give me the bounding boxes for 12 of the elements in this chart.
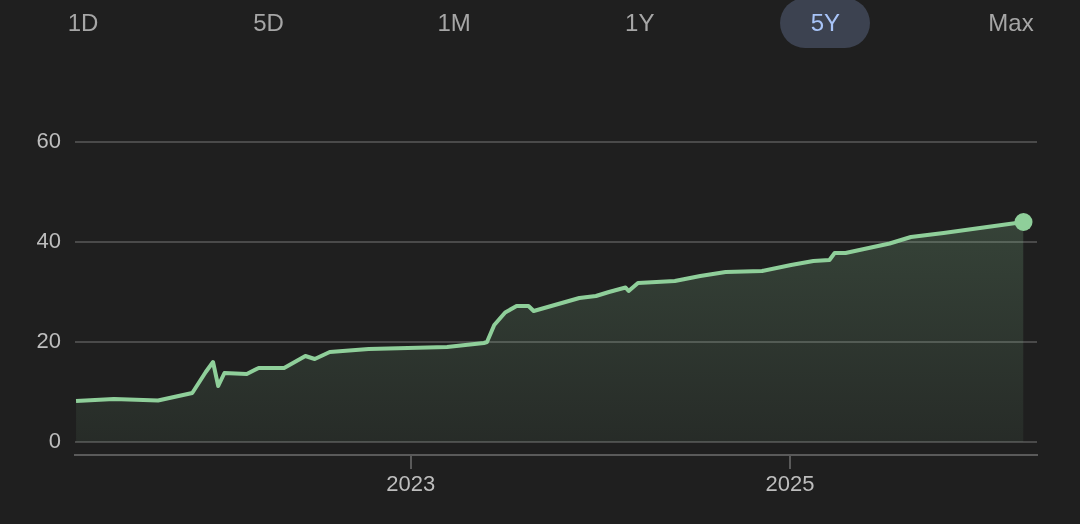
text: 5Y <box>780 0 871 48</box>
x-tick-label: 2023 <box>386 471 436 497</box>
text: Max <box>987 8 1035 38</box>
text: 5D <box>252 8 285 38</box>
y-tick-label: 60 <box>36 128 61 154</box>
text: 1Y <box>624 8 656 38</box>
y-tick-label: 20 <box>36 328 61 354</box>
y-tick-label: 0 <box>48 428 61 454</box>
y-tick-label: 40 <box>36 228 61 254</box>
x-tick-label: 2025 <box>765 471 815 497</box>
text: 1M <box>436 8 472 38</box>
text: 1D <box>66 8 100 38</box>
